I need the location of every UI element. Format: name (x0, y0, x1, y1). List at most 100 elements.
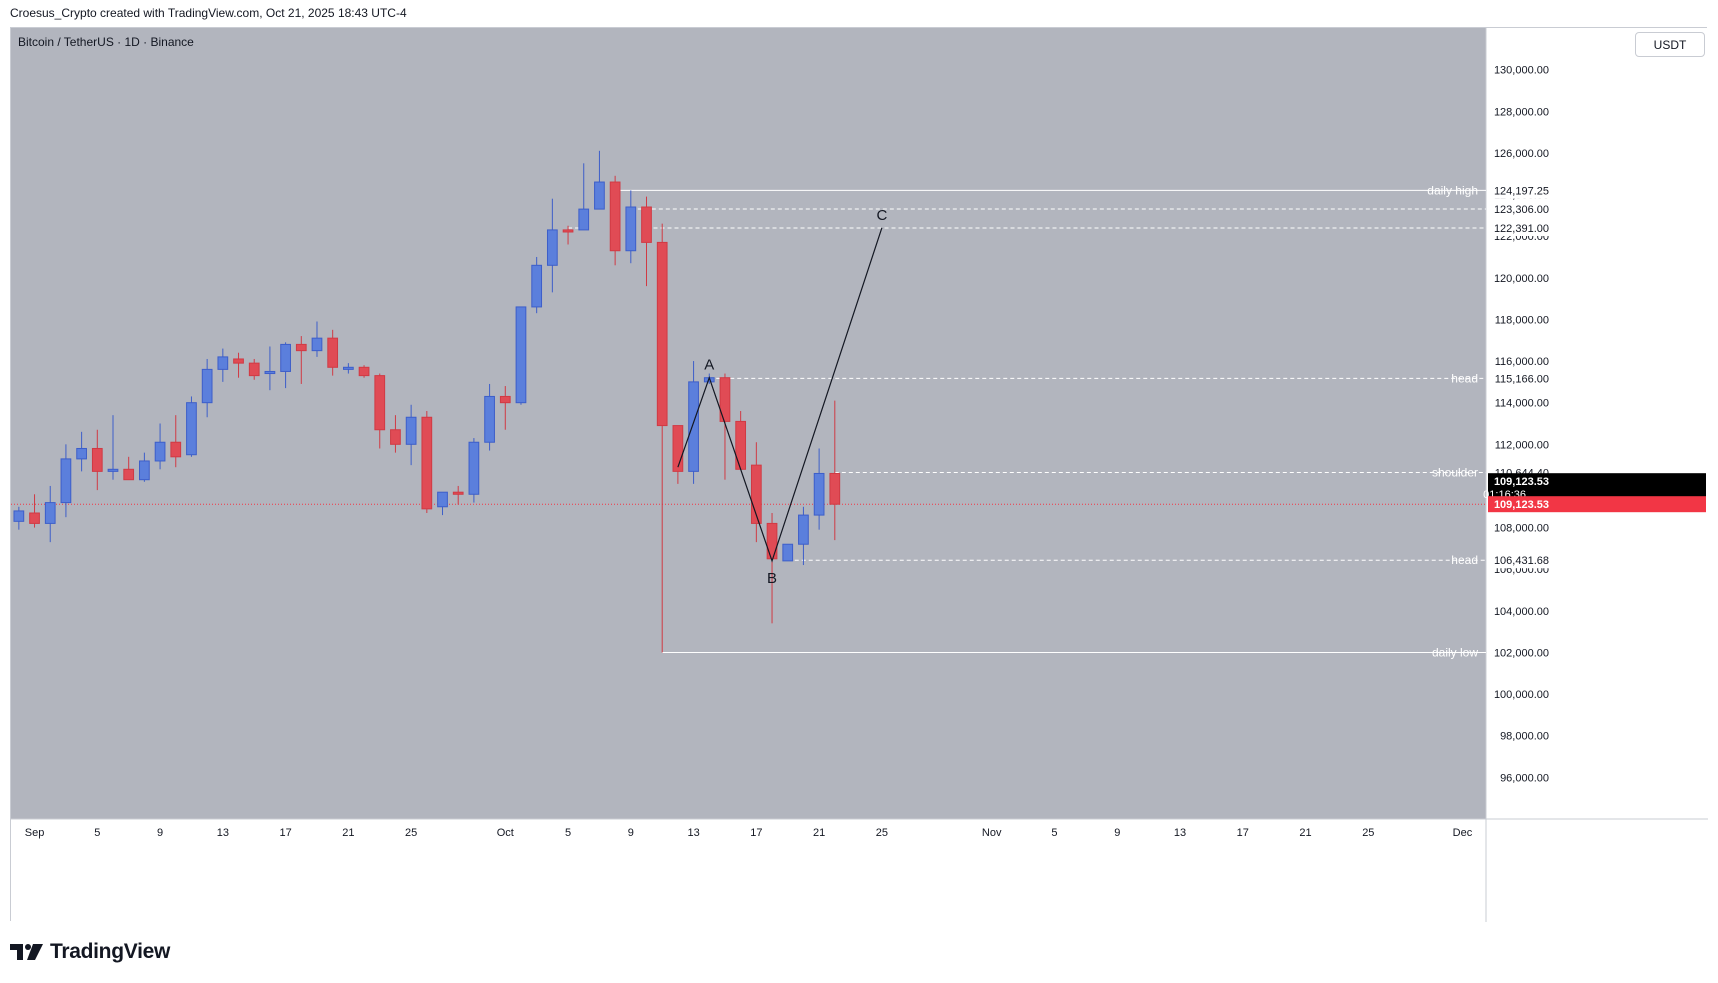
candle-down (91, 447, 103, 472)
x-tick-label: 25 (876, 827, 888, 839)
x-tick-label: 17 (1237, 827, 1249, 839)
candle-up (798, 514, 809, 545)
candle-down (499, 395, 511, 404)
currency-button[interactable]: USDT (1635, 32, 1705, 57)
candle-down (390, 429, 401, 445)
candle-up (280, 343, 291, 372)
candle-up (782, 543, 794, 562)
level-price-label: 124,197.25 (1494, 185, 1549, 197)
symbol-title[interactable]: Bitcoin / TetherUS · 1D · Binance (18, 35, 194, 49)
wave-label-A: A (704, 357, 714, 374)
candle-down (358, 366, 370, 377)
candle-down (656, 241, 668, 427)
candle-down (452, 491, 464, 495)
tradingview-logo-text: TradingView (50, 940, 171, 963)
x-tick-label: 5 (565, 827, 571, 839)
candle-up (625, 206, 637, 252)
x-tick-label: Sep (25, 827, 45, 839)
candle-up (515, 306, 527, 404)
x-tick-label: 5 (1051, 827, 1057, 839)
x-tick-label: 13 (1174, 827, 1186, 839)
level-price-label-bg (1488, 370, 1706, 387)
candle-up (531, 264, 543, 308)
wave-label-C: C (876, 207, 887, 224)
time-axis[interactable] (11, 819, 1708, 922)
y-tick-label: 120,000.00 (1494, 273, 1549, 285)
y-tick-label: 114,000.00 (1495, 398, 1549, 410)
candle-down (672, 425, 684, 472)
x-tick-label: 17 (750, 827, 762, 839)
candle-down (170, 441, 182, 458)
candle-up (76, 447, 87, 460)
price-axis[interactable] (1486, 28, 1708, 819)
x-tick-label: 21 (342, 827, 354, 839)
level-text: head (1451, 371, 1478, 385)
candle-up (44, 502, 56, 524)
current-price-box (1488, 496, 1706, 513)
last-price-label: 109,123.53 (1494, 476, 1549, 488)
chart-frame[interactable]: 96,000.00 98,000.00 100,000.00 102,000.00 10… (10, 27, 1708, 922)
candle-down (609, 181, 621, 252)
current-price-label: 109,123.53 (1494, 499, 1549, 511)
candle-down (248, 362, 260, 377)
candle-down (421, 416, 433, 510)
candle-down (29, 512, 40, 524)
candle-down (750, 464, 762, 524)
candle-down (641, 206, 652, 243)
candle-up (688, 381, 699, 472)
x-tick-label: Oct (497, 827, 514, 839)
tradingview-logo[interactable]: TradingView (10, 940, 170, 964)
candle-down (123, 468, 135, 481)
y-tick-label: 130,000.00 (1494, 65, 1549, 77)
candle-down (327, 337, 339, 368)
level-price-label: 115,166.00 (1495, 373, 1549, 385)
candle-down (735, 420, 747, 470)
y-tick-label: 116,000.00 (1495, 356, 1549, 368)
price-chart[interactable]: 96,000.00 98,000.00 100,000.00 102,000.00 10… (11, 28, 1708, 922)
x-tick-label: 9 (157, 827, 163, 839)
x-tick-label: 21 (1299, 827, 1311, 839)
candle-up (154, 441, 166, 462)
y-tick-label: 104,000.00 (1494, 606, 1549, 618)
y-tick-label: 126,000.00 (1494, 148, 1549, 160)
x-tick-label: 13 (217, 827, 229, 839)
level-text: daily low (1432, 645, 1478, 659)
candle-up (484, 395, 495, 443)
candle-down (374, 375, 386, 431)
candle-down (562, 229, 574, 233)
level-text: daily high (1427, 183, 1478, 197)
abc-pattern-line (677, 227, 883, 563)
candle-up (813, 472, 825, 516)
candle-up (107, 468, 119, 472)
candle-up (546, 229, 558, 266)
plot-area[interactable] (11, 28, 1486, 819)
y-tick-label: 98,000.00 (1500, 731, 1549, 743)
candle-up (13, 510, 25, 522)
candle-up (343, 366, 354, 370)
candle-up (468, 441, 480, 495)
x-tick-label: Dec (1453, 827, 1473, 839)
level-text: shoulder (1432, 466, 1478, 480)
y-tick-label: 100,000.00 (1494, 689, 1549, 701)
level-price-label-bg (1488, 220, 1706, 237)
candle-up (264, 370, 276, 375)
tradingview-logo-icon (10, 944, 43, 960)
candle-up (217, 356, 229, 370)
candle-down (295, 343, 307, 352)
level-price-label-bg (1488, 552, 1706, 569)
candle-up (405, 416, 417, 445)
level-price-label-bg (1488, 644, 1706, 661)
candle-down (829, 472, 841, 505)
x-tick-label: 21 (813, 827, 825, 839)
y-tick-label: 96,000.00 (1500, 772, 1549, 784)
candle-up (311, 337, 323, 352)
candle-up (594, 181, 605, 210)
candle-up (578, 208, 590, 231)
level-price-label: 123,306.00 (1494, 204, 1549, 216)
candle-up (201, 368, 213, 404)
chart-attribution: Croesus_Crypto created with TradingView.… (10, 6, 407, 20)
x-tick-label: 25 (405, 827, 417, 839)
candle-up (186, 402, 197, 456)
candle-up (437, 491, 448, 508)
x-tick-label: Nov (982, 827, 1002, 839)
